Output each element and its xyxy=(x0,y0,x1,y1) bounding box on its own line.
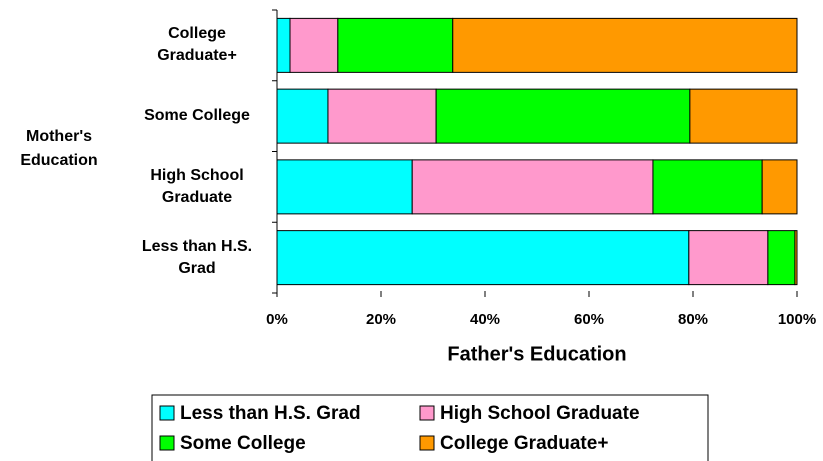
legend-swatch xyxy=(159,405,175,421)
legend-label: Some College xyxy=(180,433,306,454)
x-tick-label: 40% xyxy=(470,311,500,328)
y-tick-label: College Graduate+ xyxy=(157,25,237,65)
x-tick-label: 80% xyxy=(678,311,708,328)
bar-segment xyxy=(276,17,291,73)
legend-label: College Graduate+ xyxy=(440,433,608,454)
bar-segment xyxy=(276,230,690,286)
bar-segment xyxy=(327,88,437,144)
y-tick-label: Less than H.S. Grad xyxy=(141,237,253,277)
x-axis-label: Father's Education xyxy=(447,343,626,365)
y-tick-label: High School Graduate xyxy=(150,166,244,206)
bar-segment xyxy=(337,17,454,73)
bar-segment xyxy=(652,159,763,215)
bar-segment xyxy=(452,17,798,73)
x-tick-label: 0% xyxy=(266,311,288,328)
legend-label: Less than H.S. Grad xyxy=(180,403,361,424)
bar-segment xyxy=(767,230,796,286)
bar-segment xyxy=(689,88,798,144)
y-axis-label: Mother's Education xyxy=(20,128,98,169)
bar-segment xyxy=(411,159,654,215)
bar-segment xyxy=(435,88,691,144)
x-tick-label: 20% xyxy=(366,311,396,328)
legend-swatch xyxy=(159,435,175,451)
bar-segment xyxy=(761,159,798,215)
bar-segment xyxy=(794,230,798,286)
legend-swatch xyxy=(419,405,435,421)
bar-segment xyxy=(289,17,339,73)
legend-swatch xyxy=(419,435,435,451)
y-tick-label: Some College xyxy=(144,107,250,125)
x-tick-label: 60% xyxy=(574,311,604,328)
bar-segment xyxy=(688,230,769,286)
bar-segment xyxy=(276,159,413,215)
legend-label: High School Graduate xyxy=(440,403,640,424)
x-tick-label: 100% xyxy=(778,311,816,328)
bar-segment xyxy=(276,88,329,144)
